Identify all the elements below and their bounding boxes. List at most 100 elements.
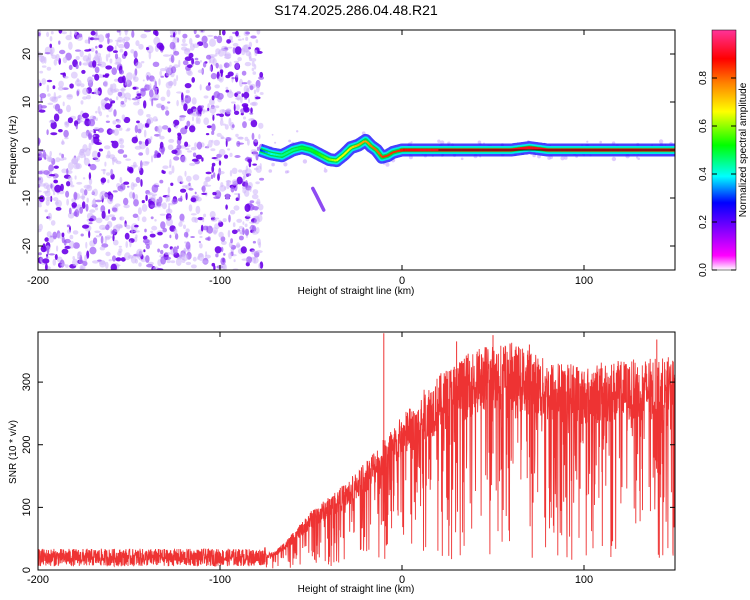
- noise-speckle: [68, 207, 72, 215]
- noise-speckle: [81, 69, 86, 74]
- noise-speckle: [195, 194, 200, 201]
- noise-speckle: [245, 173, 252, 177]
- noise-speckle: [83, 189, 88, 196]
- signal-core-segment: [364, 140, 368, 143]
- noise-speckle: [149, 83, 152, 91]
- noise-speckle: [213, 265, 216, 270]
- noise-speckle: [226, 46, 233, 49]
- noise-speckle: [192, 116, 194, 122]
- noise-speckle: [160, 96, 166, 102]
- signal-core-segment: [328, 158, 332, 161]
- noise-speckle: [51, 54, 57, 59]
- noise-speckle: [99, 233, 102, 236]
- faint-speckle: [547, 156, 551, 160]
- spectrogram-y-tick-label: -10: [21, 190, 33, 206]
- noise-speckle: [210, 174, 214, 179]
- noise-speckle: [212, 191, 217, 196]
- noise-speckle: [216, 92, 224, 100]
- noise-speckle: [155, 89, 158, 97]
- noise-speckle: [236, 136, 244, 139]
- noise-speckle: [135, 252, 140, 259]
- noise-speckle: [235, 104, 240, 111]
- noise-speckle: [190, 213, 197, 216]
- noise-speckle: [258, 76, 264, 80]
- noise-speckle: [172, 30, 176, 33]
- noise-speckle: [38, 252, 42, 256]
- noise-speckle: [88, 230, 91, 239]
- snr-y-tick-label: 0: [21, 567, 33, 573]
- spectrogram-x-tick-label: 0: [399, 275, 405, 287]
- noise-speckle: [141, 203, 148, 212]
- noise-speckle: [52, 231, 58, 240]
- noise-speckle: [201, 157, 204, 162]
- noise-speckle: [250, 35, 257, 39]
- noise-speckle: [251, 101, 258, 107]
- noise-speckle: [254, 49, 258, 57]
- noise-speckle: [179, 213, 185, 222]
- noise-speckle: [220, 257, 226, 266]
- noise-speckle: [143, 100, 147, 109]
- noise-speckle: [206, 225, 213, 234]
- noise-speckle: [154, 219, 157, 222]
- faint-speckle: [636, 156, 639, 159]
- noise-speckle: [57, 86, 64, 91]
- snr-frame: [37, 331, 676, 571]
- noise-speckle: [105, 65, 113, 70]
- noise-speckle: [234, 155, 241, 158]
- noise-speckle: [209, 65, 212, 72]
- noise-speckle: [81, 192, 85, 201]
- noise-speckle: [38, 203, 42, 208]
- noise-speckle: [218, 64, 223, 70]
- noise-speckle: [64, 238, 71, 244]
- noise-speckle: [140, 88, 146, 97]
- noise-speckle: [46, 66, 52, 71]
- colorbar-gradient: [711, 29, 737, 271]
- noise-speckle: [45, 256, 50, 259]
- noise-speckle: [40, 97, 43, 103]
- noise-speckle: [52, 85, 56, 90]
- noise-speckle: [144, 161, 150, 164]
- noise-speckle: [170, 55, 175, 63]
- noise-speckle: [104, 103, 112, 110]
- noise-speckle: [184, 170, 187, 177]
- noise-speckle: [157, 248, 161, 253]
- noise-speckle: [125, 158, 131, 161]
- noise-speckle: [68, 41, 73, 50]
- faint-speckle: [611, 156, 617, 162]
- noise-speckle: [258, 263, 261, 269]
- noise-speckle: [117, 36, 124, 43]
- noise-speckle: [188, 38, 193, 45]
- noise-speckle: [160, 249, 164, 255]
- noise-speckle: [126, 127, 131, 131]
- noise-speckle: [120, 257, 126, 262]
- noise-speckle: [185, 95, 189, 99]
- noise-speckle: [71, 202, 77, 208]
- noise-speckle: [40, 245, 47, 253]
- noise-speckle: [45, 263, 48, 270]
- noise-speckle: [200, 30, 204, 33]
- noise-speckle: [78, 151, 86, 159]
- noise-speckle: [82, 224, 89, 229]
- noise-speckle: [107, 37, 110, 45]
- noise-speckle: [70, 180, 73, 186]
- noise-speckle: [208, 82, 211, 86]
- noise-speckle: [126, 72, 133, 81]
- noise-speckle: [75, 79, 82, 87]
- noise-speckle: [249, 187, 252, 192]
- noise-speckle: [246, 256, 253, 264]
- noise-speckle: [190, 236, 195, 238]
- noise-speckle: [93, 134, 96, 138]
- noise-speckle: [48, 164, 54, 172]
- noise-speckle: [241, 169, 248, 176]
- faint-speckle: [283, 162, 288, 167]
- noise-speckle: [248, 51, 252, 60]
- noise-speckle: [38, 183, 47, 187]
- noise-speckle: [150, 230, 154, 234]
- noise-speckle: [217, 78, 223, 81]
- noise-speckle: [188, 204, 193, 212]
- noise-speckle: [53, 179, 59, 184]
- noise-speckle: [124, 232, 130, 240]
- noise-speckle: [255, 165, 262, 173]
- noise-speckle: [225, 89, 230, 93]
- noise-speckle: [111, 216, 117, 221]
